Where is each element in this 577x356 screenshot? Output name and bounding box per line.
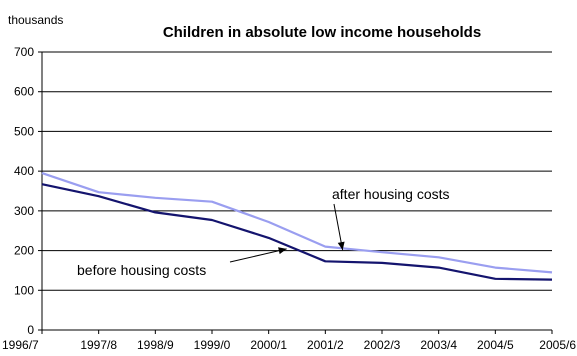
series-line-before-housing-costs <box>41 183 553 281</box>
x-tick-label-7: 2003/4 <box>420 338 457 352</box>
x-tick-label-2: 1998/9 <box>137 338 174 352</box>
x-tick-label-8: 2004/5 <box>477 338 514 352</box>
y-unit-label: thousands <box>8 13 63 27</box>
y-tick-label-600: 600 <box>14 85 34 99</box>
before-housing-costs-arrow <box>229 248 287 263</box>
x-tick-label-6: 2002/3 <box>364 338 401 352</box>
y-tick-label-0: 0 <box>27 323 34 337</box>
axes <box>38 51 553 334</box>
x-tick-labels: 1996/7 1997/8 1998/9 1999/0 2000/1 2001/2 2002… <box>2 338 576 352</box>
chart-title: Children in absolute low income househol… <box>163 24 481 41</box>
y-tick-label-200: 200 <box>14 244 34 258</box>
y-tick-label-700: 700 <box>14 45 34 59</box>
y-tick-labels: 0 100 200 300 400 500 600 700 <box>14 45 34 337</box>
x-tick-label-1: 1997/8 <box>80 338 117 352</box>
x-tick-label-3: 1999/0 <box>194 338 231 352</box>
before-housing-costs-arrowhead <box>278 247 287 255</box>
x-tick-label-9: 2005/6 <box>539 338 576 352</box>
x-tick-label-5: 2001/2 <box>307 338 344 352</box>
grid-lines <box>42 51 552 291</box>
x-tick-label-0: 1996/7 <box>2 338 39 352</box>
after-housing-costs-arrowhead <box>337 241 345 251</box>
series-line-after-housing-costs <box>41 172 553 274</box>
before-housing-costs-label: before housing costs <box>77 262 206 278</box>
series-lines <box>41 172 553 281</box>
y-tick-label-100: 100 <box>14 283 34 297</box>
y-tick-label-400: 400 <box>14 164 34 178</box>
y-tick-label-300: 300 <box>14 204 34 218</box>
after-housing-costs-label: after housing costs <box>332 186 450 202</box>
x-tick-label-4: 2000/1 <box>250 338 287 352</box>
annotations: after housing costs before housing costs <box>77 186 450 278</box>
y-tick-label-500: 500 <box>14 124 34 138</box>
